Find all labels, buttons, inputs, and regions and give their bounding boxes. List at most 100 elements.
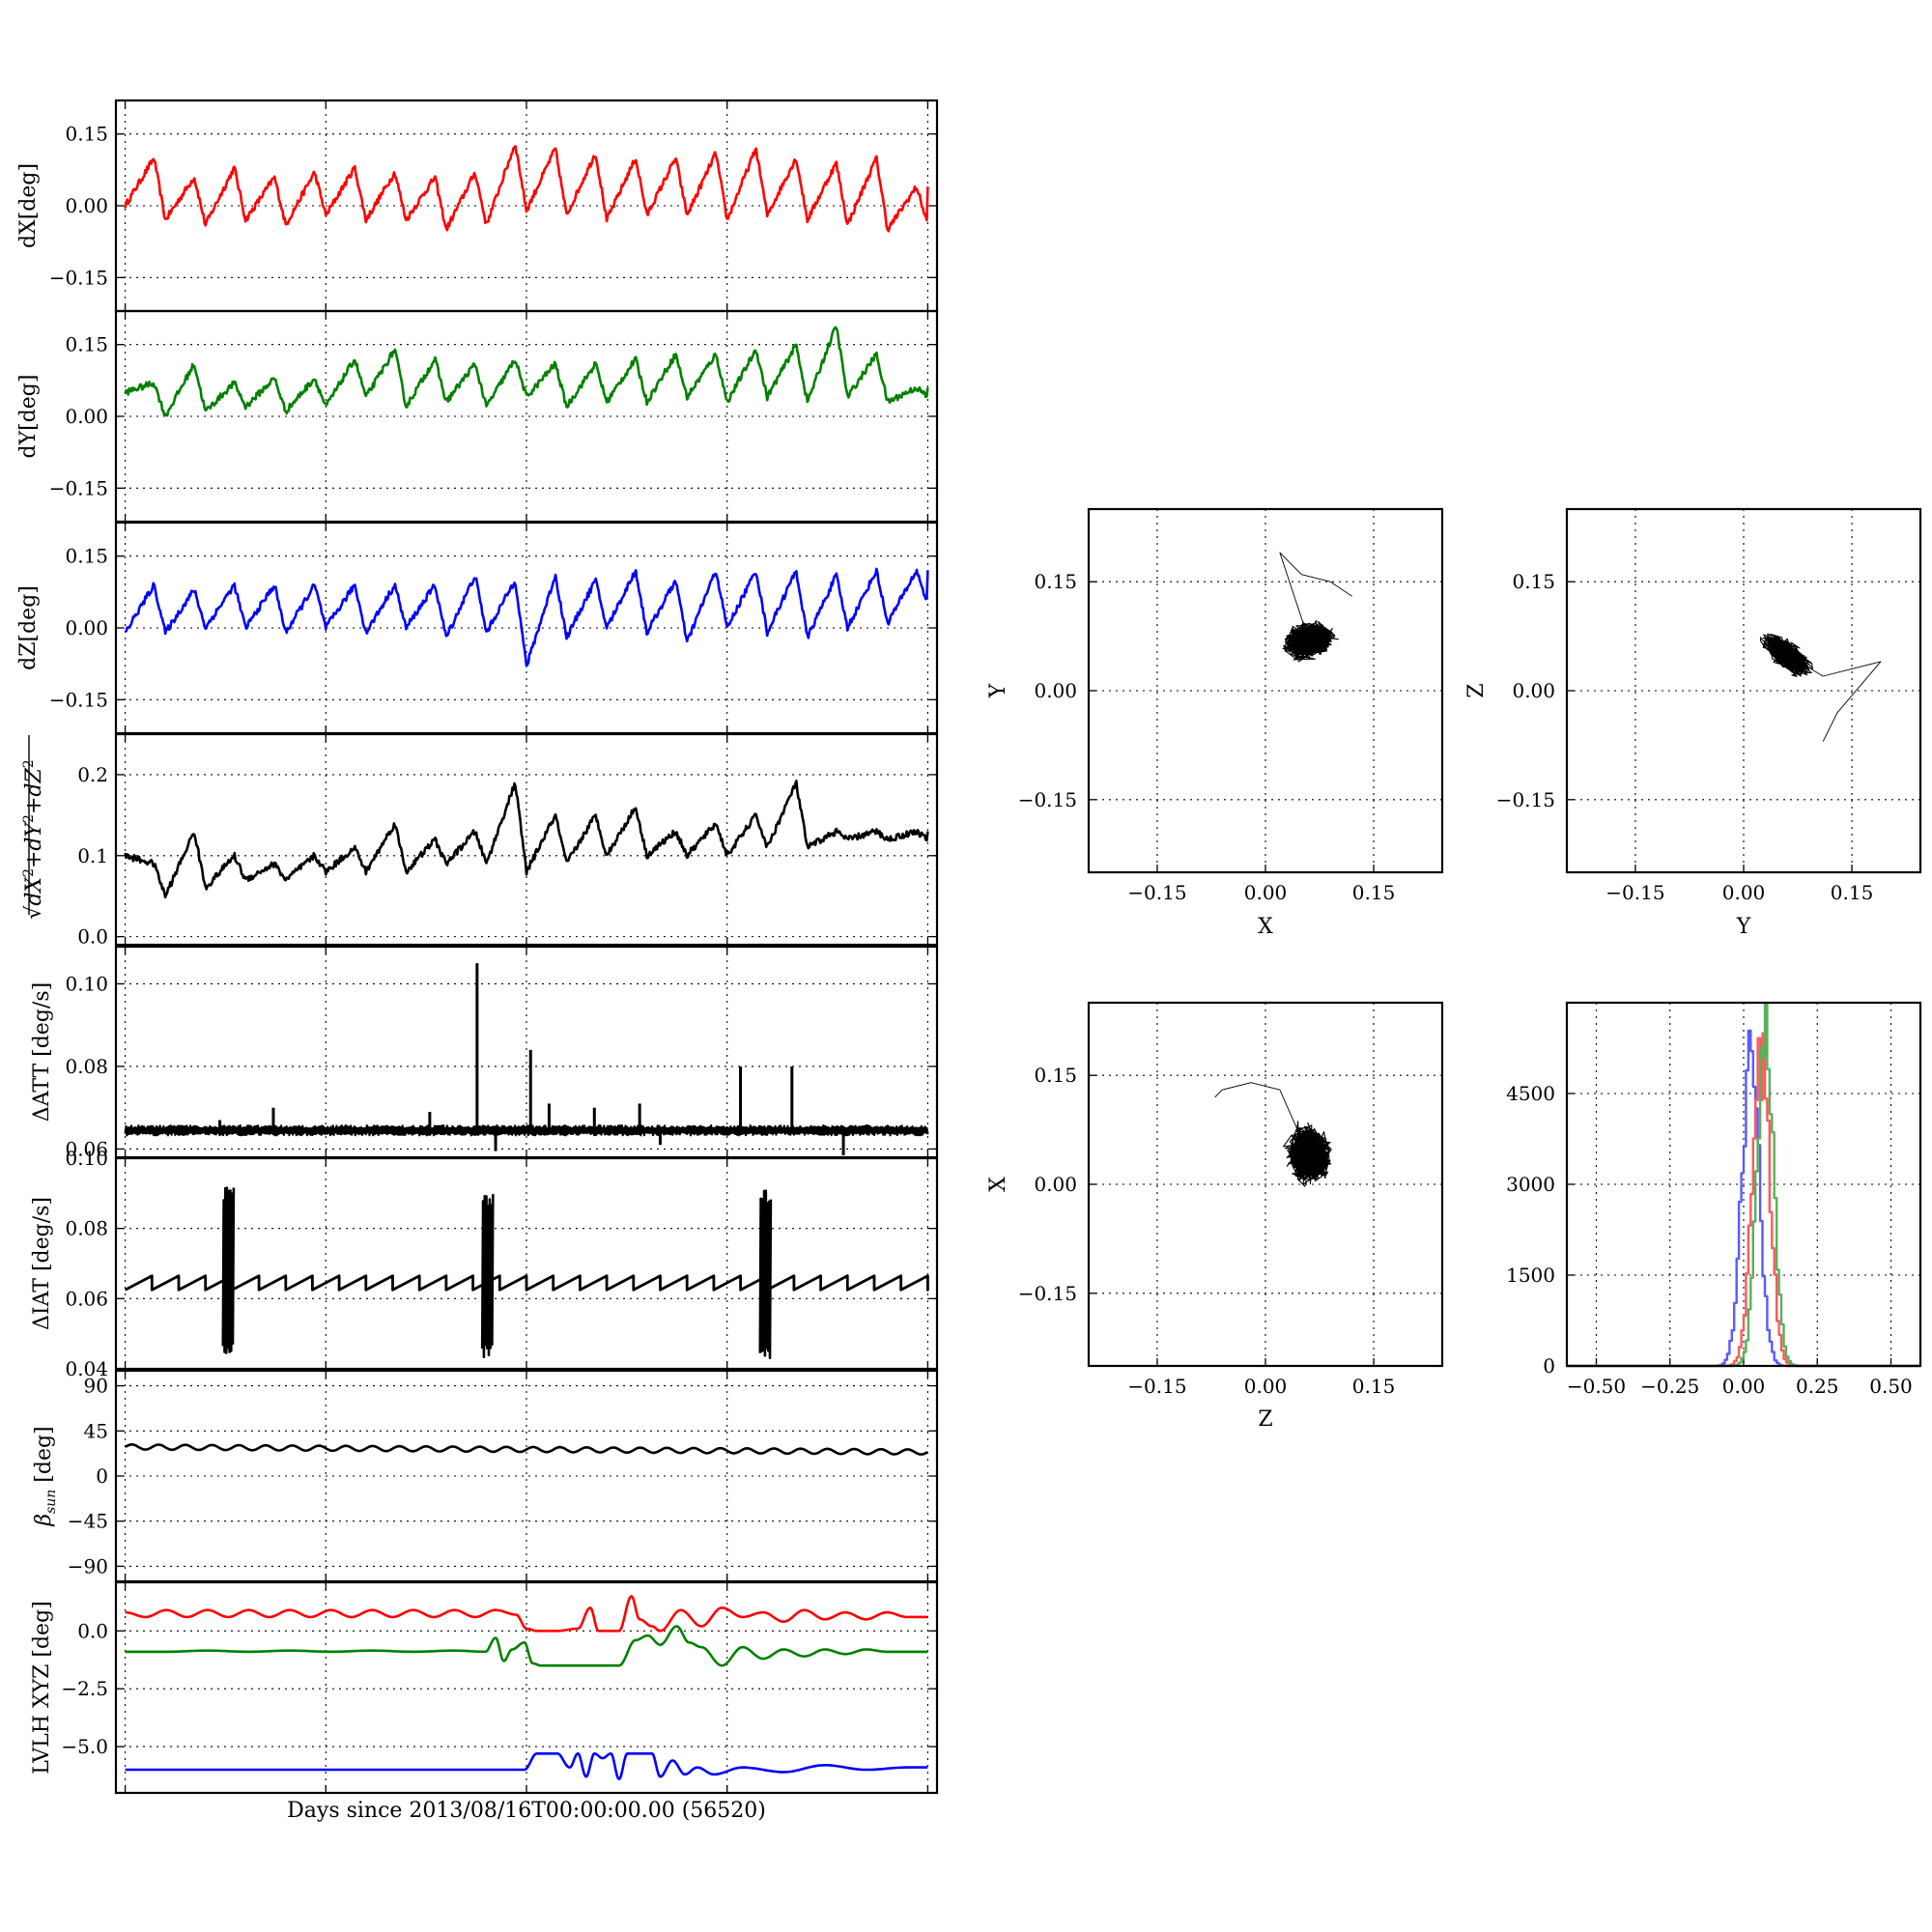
y-tick-label: 0.00 <box>65 194 108 217</box>
y-axis-label: LVLH XYZ [deg] <box>30 1601 54 1775</box>
y-tick-label: 90 <box>84 1375 108 1398</box>
scatter-tail <box>1786 654 1882 742</box>
panel-diat: 0.04 0.06 0.08 0.10 ΔIAT [deg/s] <box>30 1147 939 1380</box>
panel-zx: −0.15 0.00 0.15 −0.15 0.00 0.15 Z X <box>986 1001 1444 1432</box>
scatter-tail <box>1214 1082 1310 1156</box>
y-axis-label: dZ[deg] <box>16 585 41 670</box>
axes-frame <box>1565 1001 1922 1368</box>
panel-dx: −0.15 0.00 0.15 dX[deg] <box>16 99 939 313</box>
series-lvlh-1 <box>125 1625 928 1667</box>
y-tick-label: 0.00 <box>1512 679 1555 702</box>
x-tick-label: 0.00 <box>1722 881 1766 904</box>
x-axis-label: Y <box>1736 915 1751 939</box>
x-tick-label: 0.25 <box>1796 1375 1839 1398</box>
y-axis-label: Z <box>1464 683 1489 697</box>
y-tick-label: 0.06 <box>65 1287 108 1310</box>
panel-lvlh: −5.0 −2.5 0.0 LVLH XYZ [deg] <box>30 1580 939 1795</box>
x-tick-label: 0.15 <box>1831 881 1874 904</box>
y-tick-label: −0.15 <box>49 476 108 499</box>
series-lvlh-0 <box>125 1595 928 1633</box>
panel-datt: 0.06 0.08 0.10 ΔATT [deg/s] <box>30 945 939 1160</box>
y-tick-label: −0.15 <box>1018 788 1077 811</box>
y-tick-label: −0.15 <box>49 266 108 289</box>
x-tick-label: 0.15 <box>1352 1375 1396 1398</box>
x-tick-label: 0.50 <box>1869 1375 1913 1398</box>
y-tick-label: 0.2 <box>77 763 108 786</box>
y-tick-label: 0.10 <box>65 972 108 995</box>
scatter-tail <box>1279 552 1352 640</box>
panel-dy: −0.15 0.00 0.15 dY[deg] <box>16 309 939 524</box>
y-tick-label: 0.15 <box>1512 570 1555 593</box>
panel-dz: −0.15 0.00 0.15 dZ[deg] <box>16 521 939 735</box>
burst <box>758 1189 773 1359</box>
x-tick-label: −0.15 <box>1127 881 1186 904</box>
x-tick-label: 0.00 <box>1244 881 1288 904</box>
y-axis-label: βsun [deg] <box>32 1426 59 1526</box>
y-tick-label: 3000 <box>1506 1173 1555 1196</box>
y-tick-label: −0.15 <box>1496 788 1555 811</box>
y-axis-label: Y <box>986 683 1010 698</box>
y-tick-label: 0.00 <box>1034 1173 1077 1196</box>
y-tick-label: 1500 <box>1506 1264 1555 1287</box>
y-tick-label: −0.15 <box>49 688 108 711</box>
y-tick-label: 0.08 <box>65 1217 108 1240</box>
axes-frame <box>1565 507 1922 874</box>
y-tick-label: 0.0 <box>77 1619 108 1642</box>
y-tick-label: 0.00 <box>65 616 108 639</box>
y-tick-label: −90 <box>68 1554 108 1577</box>
series-dz-0 <box>125 567 929 668</box>
y-tick-label: 45 <box>84 1419 108 1442</box>
y-tick-label: 0.08 <box>65 1055 108 1078</box>
y-tick-label: 0.1 <box>77 844 108 867</box>
y-tick-label: −2.5 <box>61 1677 108 1700</box>
x-tick-label: −0.50 <box>1567 1375 1626 1398</box>
y-tick-label: 0.00 <box>65 405 108 428</box>
axes-frame <box>114 1156 939 1371</box>
x-axis-label: Z <box>1258 1407 1272 1432</box>
y-tick-label: 0.10 <box>65 1147 108 1170</box>
figure-xlabel: Days since 2013/08/16T00:00:00.00 (56520… <box>287 1799 766 1823</box>
panel-hist: −0.50 −0.25 0.00 0.25 0.50 0 1500 3000 4500 <box>1506 1001 1922 1398</box>
y-tick-label: 0 <box>96 1464 108 1488</box>
y-tick-label: −0.15 <box>1018 1282 1077 1305</box>
y-tick-label: −45 <box>68 1510 108 1533</box>
panel-yz: −0.15 0.00 0.15 −0.15 0.00 0.15 Y Z <box>1464 507 1922 939</box>
y-tick-label: −5.0 <box>61 1735 108 1758</box>
x-axis-label: X <box>1258 915 1273 939</box>
y-tick-label: 0.04 <box>65 1357 108 1380</box>
y-tick-label: 4500 <box>1506 1082 1555 1105</box>
burst <box>221 1186 236 1354</box>
series-dx-0 <box>124 145 929 233</box>
axes-frame <box>114 732 939 947</box>
scatter-trace <box>1759 633 1813 677</box>
x-tick-label: −0.25 <box>1640 1375 1699 1398</box>
scatter-trace <box>1283 1121 1332 1187</box>
x-tick-label: 0.00 <box>1722 1375 1766 1398</box>
series-lvlh-2 <box>125 1752 928 1780</box>
y-tick-label: 0 <box>1543 1354 1555 1378</box>
x-tick-label: −0.15 <box>1127 1375 1186 1398</box>
y-tick-label: 0.0 <box>77 925 108 949</box>
y-axis-label: X <box>986 1177 1010 1192</box>
y-tick-label: 0.15 <box>65 123 108 146</box>
y-axis-label: √dX2+dY2+dZ2 <box>21 759 46 919</box>
panel-dr: 0.0 0.1 0.2 √dX2+dY2+dZ2 <box>21 732 939 949</box>
y-tick-label: 0.15 <box>65 333 108 356</box>
series-diat-0 <box>124 1274 929 1292</box>
y-axis-label: ΔATT [deg/s] <box>30 982 54 1122</box>
x-tick-label: 0.15 <box>1352 881 1396 904</box>
series-dr-0 <box>124 780 929 899</box>
y-axis-label: ΔIAT [deg/s] <box>30 1197 54 1330</box>
y-axis-label: dX[deg] <box>16 163 41 248</box>
series-beta-0 <box>124 1443 929 1456</box>
panel-xy: −0.15 0.00 0.15 −0.15 0.00 0.15 X Y <box>986 507 1444 939</box>
x-tick-label: −0.15 <box>1605 881 1664 904</box>
y-tick-label: 0.15 <box>1034 1064 1077 1087</box>
series-datt-0 <box>124 1124 929 1137</box>
series-dy-0 <box>124 326 929 417</box>
y-tick-label: 0.15 <box>1034 570 1077 593</box>
axes-frame <box>1087 1001 1444 1368</box>
x-tick-label: 0.00 <box>1244 1375 1288 1398</box>
y-tick-label: 0.06 <box>65 1137 108 1160</box>
